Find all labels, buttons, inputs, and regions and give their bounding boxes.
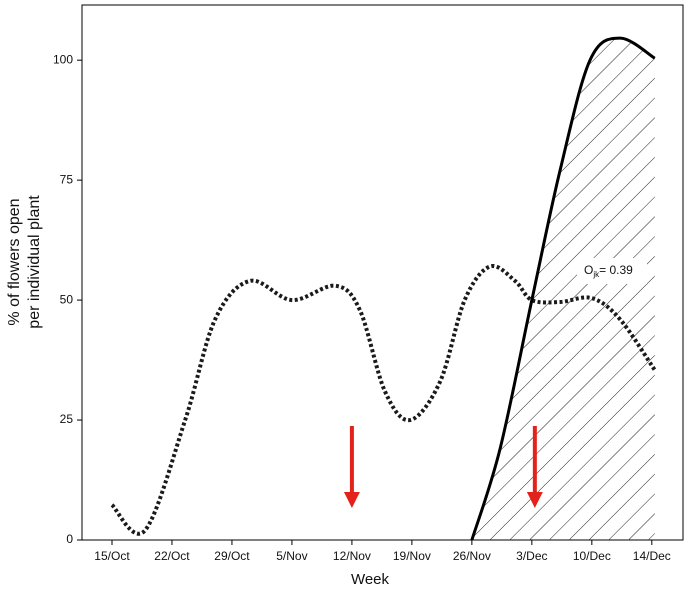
x-tick-label: 5/Nov <box>276 549 307 563</box>
y-tick-label: 0 <box>66 532 73 546</box>
y-axis-label: per individual plant <box>26 195 43 329</box>
x-tick-label: 15/Oct <box>94 549 130 563</box>
annotation: Ojk= 0.39 <box>584 263 633 279</box>
y-axis-label: % of flowers open <box>6 198 23 325</box>
annotation-sub: jk <box>592 270 600 279</box>
plot-frame <box>81 4 684 541</box>
hatched-area <box>471 38 655 540</box>
x-tick-label: 12/Nov <box>333 549 371 563</box>
x-tick-label: 26/Nov <box>453 549 491 563</box>
line-series <box>470 36 656 541</box>
annotation-box <box>577 258 647 284</box>
y-tick-label: 100 <box>53 52 73 66</box>
x-tick-label: 29/Oct <box>214 549 250 563</box>
y-tick-label: 25 <box>60 412 74 426</box>
x-tick-label: 22/Oct <box>154 549 190 563</box>
x-axis-label: Week <box>351 571 390 588</box>
y-tick-label: 50 <box>60 292 74 306</box>
x-tick-label: 19/Nov <box>393 549 431 563</box>
x-tick-label: 3/Dec <box>516 549 547 563</box>
y-tick-label: 75 <box>60 172 74 186</box>
x-tick-label: 14/Dec <box>633 549 671 563</box>
annotation-rest: = 0.39 <box>599 263 633 277</box>
x-tick-label: 10/Dec <box>573 549 611 563</box>
annotation-main: O <box>584 263 593 277</box>
